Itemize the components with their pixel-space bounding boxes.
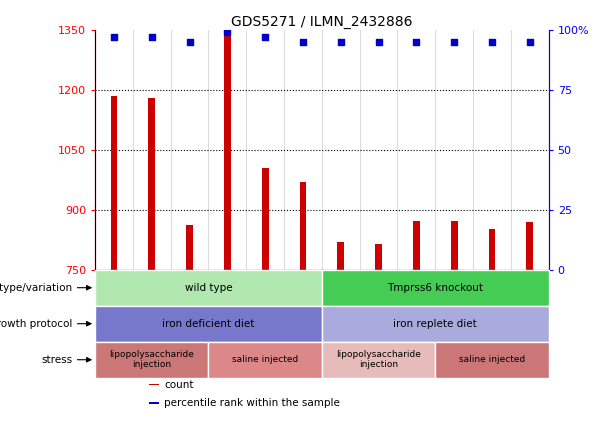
Point	[487, 38, 497, 45]
Bar	[300, 182, 306, 270]
Text: percentile rank within the sample: percentile rank within the sample	[164, 398, 340, 408]
Bar	[95, 270, 322, 306]
Text: genotype/variation: genotype/variation	[0, 283, 72, 293]
Point	[373, 38, 384, 45]
Text: growth protocol: growth protocol	[0, 319, 72, 329]
Bar	[186, 225, 193, 270]
Point	[185, 38, 194, 45]
Bar	[451, 221, 457, 270]
Bar	[489, 229, 495, 270]
Point	[336, 38, 346, 45]
Bar	[322, 342, 435, 378]
Point	[449, 38, 459, 45]
Point	[147, 33, 156, 40]
Bar	[413, 221, 420, 270]
Point	[298, 38, 308, 45]
Point	[411, 38, 421, 45]
Text: saline injected: saline injected	[232, 355, 299, 364]
Bar	[527, 222, 533, 270]
Point	[260, 33, 270, 40]
Bar	[224, 35, 230, 270]
Text: lipopolysaccharide
injection: lipopolysaccharide injection	[336, 350, 421, 369]
Bar	[148, 99, 155, 270]
Point	[109, 33, 119, 40]
Title: GDS5271 / ILMN_2432886: GDS5271 / ILMN_2432886	[231, 14, 413, 29]
Text: saline injected: saline injected	[459, 355, 525, 364]
Bar	[95, 306, 322, 342]
Text: Tmprss6 knockout: Tmprss6 knockout	[387, 283, 483, 293]
Bar	[150, 384, 159, 385]
Bar	[337, 242, 344, 270]
Bar	[435, 342, 549, 378]
Point	[525, 38, 535, 45]
Text: lipopolysaccharide
injection: lipopolysaccharide injection	[109, 350, 194, 369]
Bar	[95, 342, 208, 378]
Bar	[262, 168, 268, 270]
Text: wild type: wild type	[185, 283, 232, 293]
Bar	[322, 306, 549, 342]
Bar	[375, 244, 382, 270]
Point	[223, 29, 232, 36]
Bar	[150, 402, 159, 404]
Text: iron replete diet: iron replete diet	[394, 319, 477, 329]
Bar	[208, 342, 322, 378]
Bar	[322, 270, 549, 306]
Text: count: count	[164, 379, 194, 390]
Text: iron deficient diet: iron deficient diet	[162, 319, 254, 329]
Text: stress: stress	[41, 355, 72, 365]
Bar	[110, 96, 117, 270]
